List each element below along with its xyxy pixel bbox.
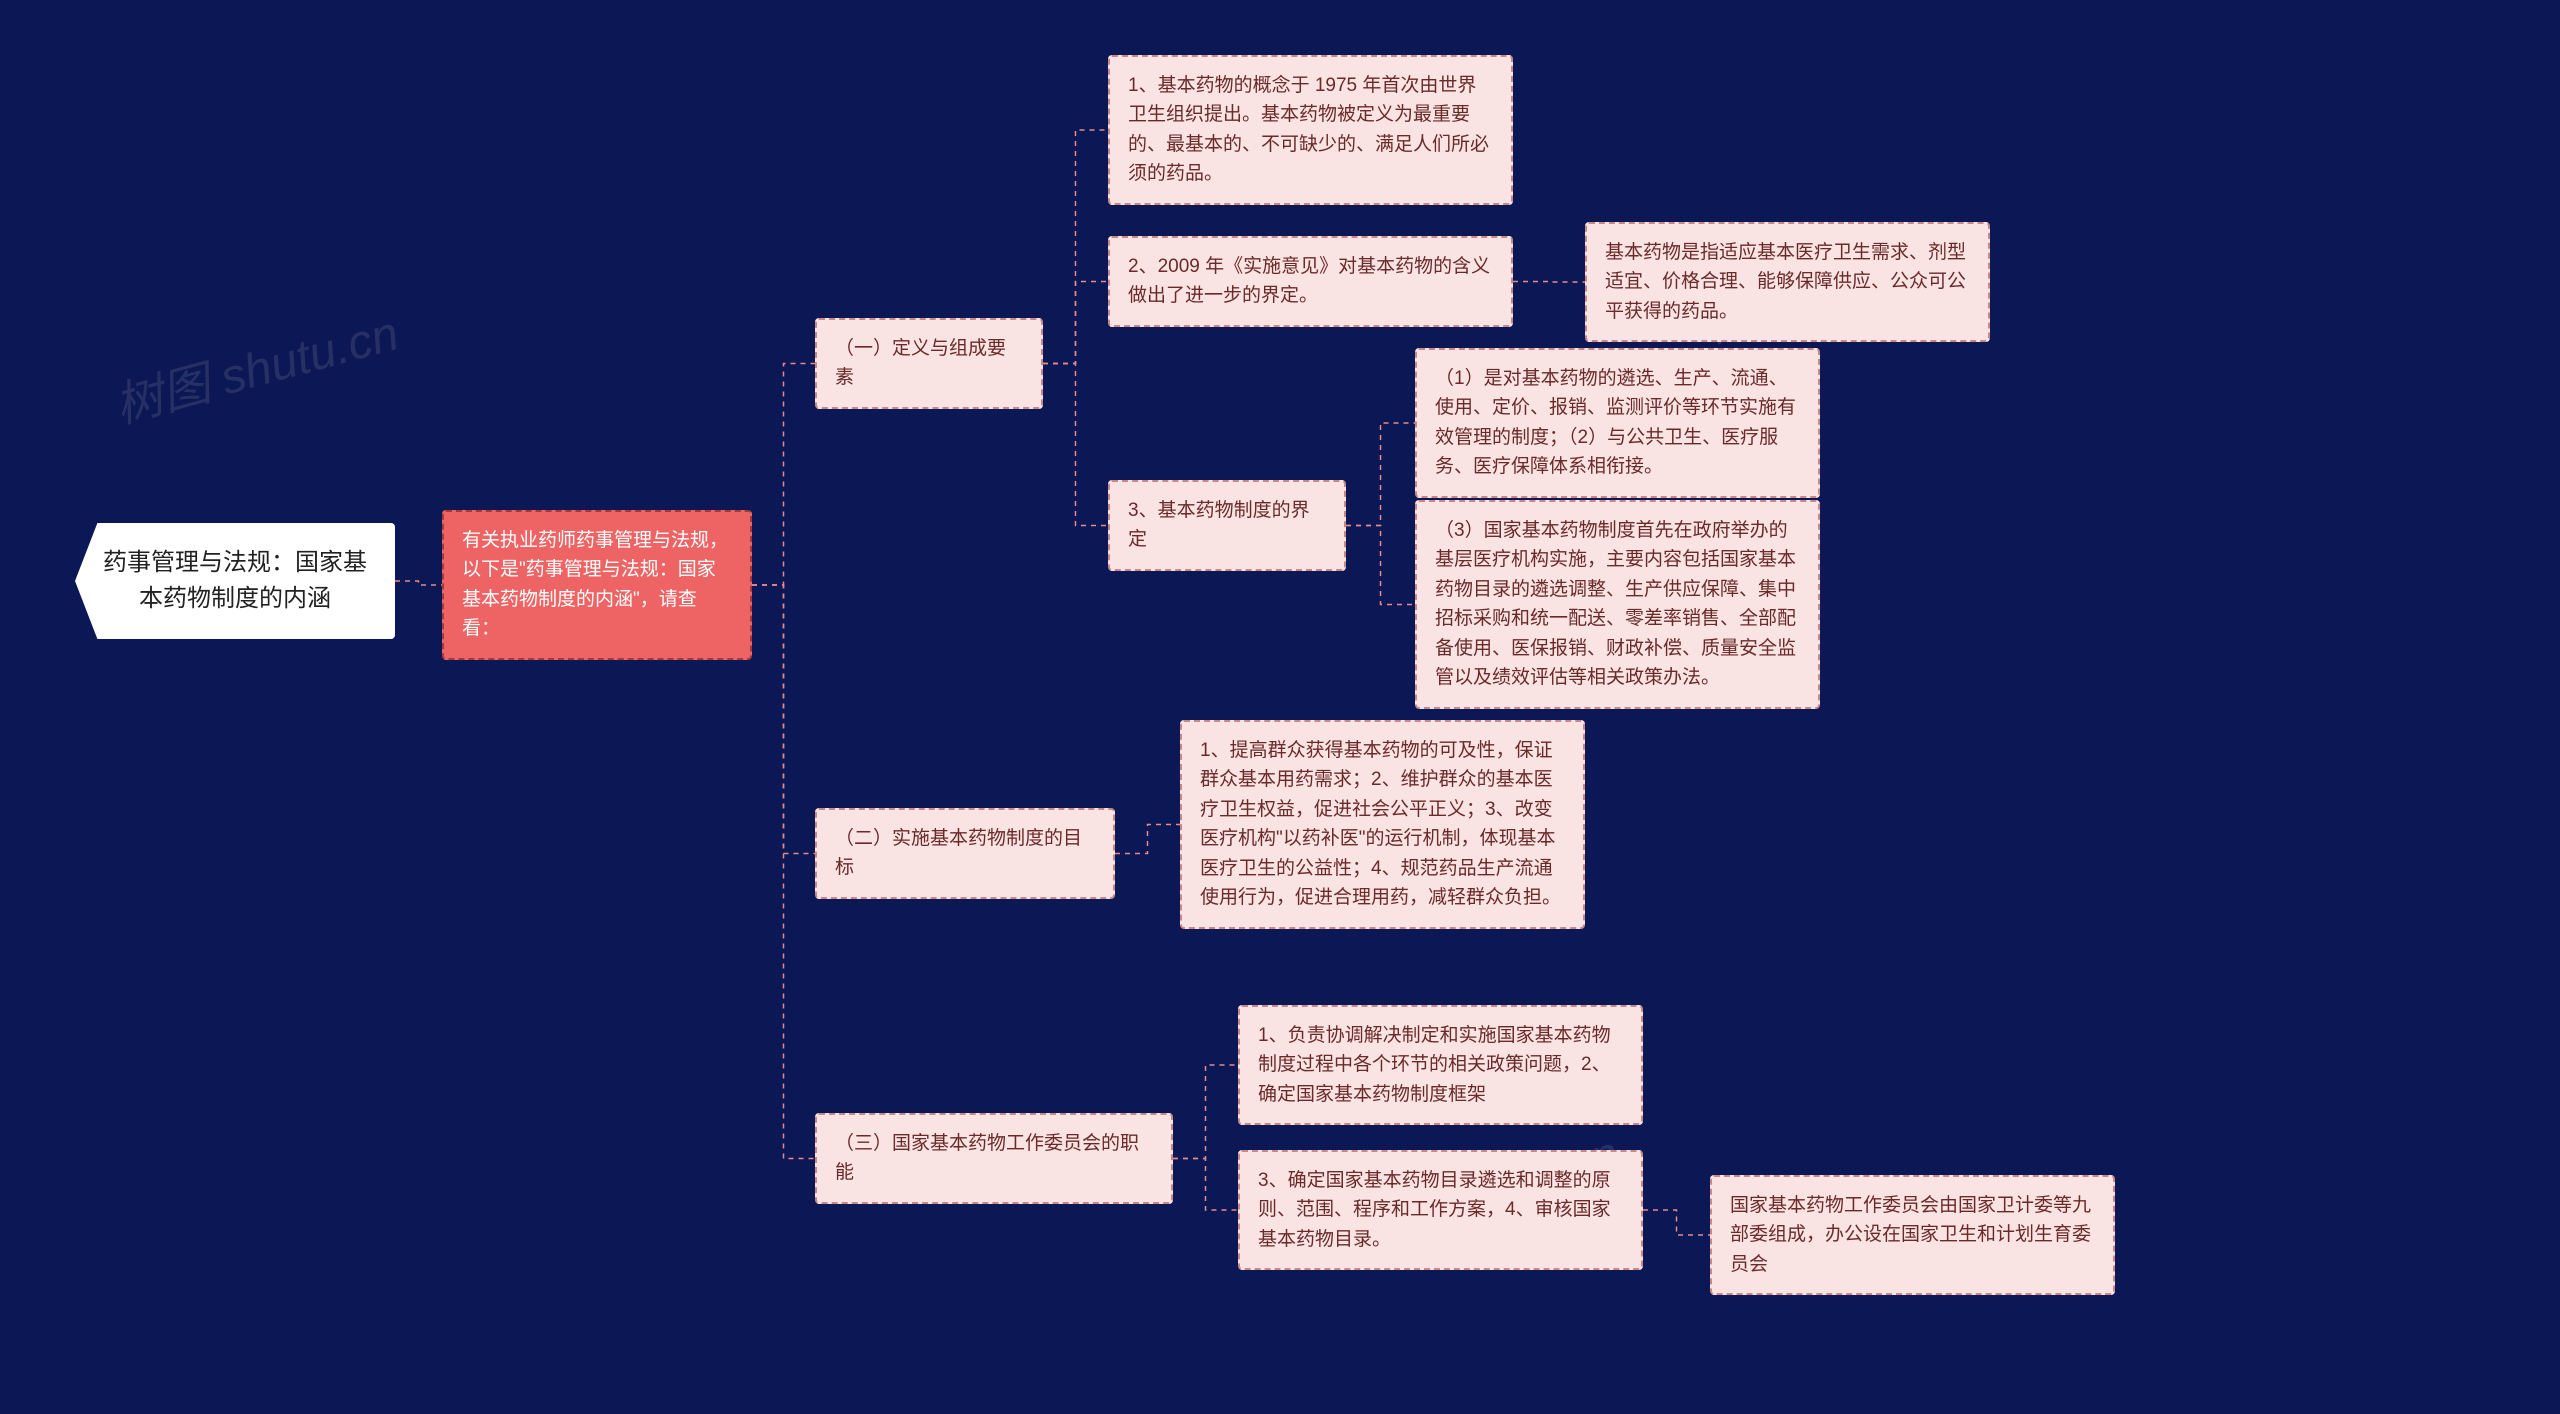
section-1-2-detail-node[interactable]: 基本药物是指适应基本医疗卫生需求、剂型适宜、价格合理、能够保障供应、公众可公平获… [1585,222,1990,342]
section-3-b-detail-node[interactable]: 国家基本药物工作委员会由国家卫计委等九部委组成，办公设在国家卫生和计划生育委员会 [1710,1175,2115,1295]
section-2-node[interactable]: （二）实施基本药物制度的目标 [815,808,1115,899]
section-1-2-node[interactable]: 2、2009 年《实施意见》对基本药物的含义做出了进一步的界定。 [1108,236,1513,327]
section-1-3-node[interactable]: 3、基本药物制度的界定 [1108,480,1346,571]
intro-node[interactable]: 有关执业药师药事管理与法规，以下是"药事管理与法规：国家基本药物制度的内涵"，请… [442,510,752,660]
root-node[interactable]: 药事管理与法规：国家基 本药物制度的内涵 [75,523,395,639]
section-3-a-node[interactable]: 1、负责协调解决制定和实施国家基本药物制度过程中各个环节的相关政策问题，2、确定… [1238,1005,1643,1125]
section-3-b-node[interactable]: 3、确定国家基本药物目录遴选和调整的原则、范围、程序和工作方案，4、审核国家基本… [1238,1150,1643,1270]
section-1-3-b-node[interactable]: （3）国家基本药物制度首先在政府举办的基层医疗机构实施，主要内容包括国家基本药物… [1415,500,1820,709]
section-1-1-node[interactable]: 1、基本药物的概念于 1975 年首次由世界卫生组织提出。基本药物被定义为最重要… [1108,55,1513,205]
section-3-node[interactable]: （三）国家基本药物工作委员会的职能 [815,1113,1173,1204]
section-1-3-a-node[interactable]: （1）是对基本药物的遴选、生产、流通、使用、定价、报销、监测评价等环节实施有效管… [1415,348,1820,498]
watermark: 树图 shutu.cn [106,294,405,437]
section-1-node[interactable]: （一）定义与组成要素 [815,318,1043,409]
section-2-detail-node[interactable]: 1、提高群众获得基本药物的可及性，保证群众基本用药需求；2、维护群众的基本医疗卫… [1180,720,1585,929]
